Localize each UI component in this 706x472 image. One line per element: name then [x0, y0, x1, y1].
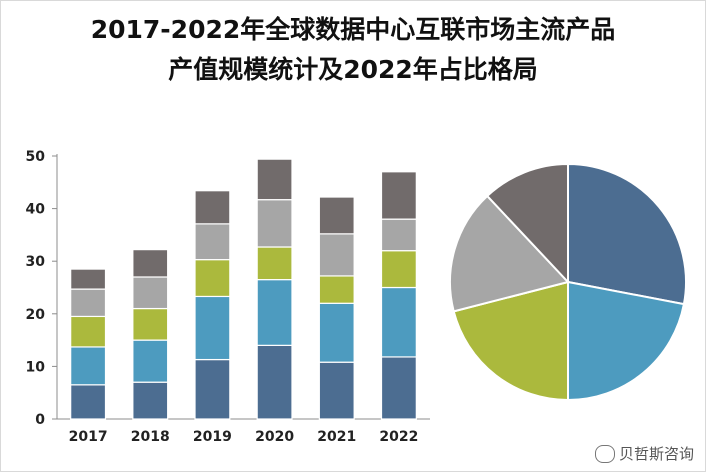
y-tick-label: 20 [26, 307, 46, 323]
bar-segment-2021-s3 [318, 275, 355, 304]
y-tick-label: 40 [26, 202, 46, 218]
y-tick-label: 0 [35, 412, 45, 428]
bar-segment-2022-s3 [380, 250, 417, 289]
bar-segment-2022-s2 [380, 286, 417, 358]
x-tick-label: 2017 [69, 429, 108, 445]
y-tick-label: 50 [26, 149, 46, 165]
bar-segment-2021-s4 [318, 233, 355, 277]
bar-segment-2020-s3 [256, 246, 293, 281]
bar-segment-2022-s4 [380, 218, 417, 252]
bar-segment-2022-s1 [380, 356, 417, 420]
bar-segment-2019-s1 [194, 358, 231, 420]
pie-slice-4 [449, 194, 570, 313]
chart-title: 2017-2022年全球数据中心互联市场主流产品 产值规模统计及2022年占比格… [0, 10, 706, 90]
bar-segment-2018-s4 [132, 276, 169, 310]
bar-segment-2018-s5 [132, 249, 169, 278]
pie-slice-2 [567, 280, 686, 402]
bar-segment-2018-s2 [132, 339, 169, 383]
bar-segment-2019-s5 [194, 190, 231, 225]
bar-segment-2019-s3 [194, 259, 231, 298]
pie-slice-3 [452, 280, 569, 402]
bar-segment-2022-s5 [380, 171, 417, 220]
bar-segment-2018-s3 [132, 307, 169, 341]
bar-segment-2017-s5 [70, 268, 107, 290]
weibo-logo-icon [594, 444, 615, 463]
bar-segment-2019-s2 [194, 295, 231, 361]
bar-segment-2020-s4 [256, 199, 293, 248]
bar-segment-2019-s4 [194, 223, 231, 261]
y-tick-label: 30 [26, 254, 46, 270]
x-tick-label: 2021 [317, 429, 356, 445]
y-tick-label: 10 [26, 359, 46, 375]
bar-segment-2017-s1 [70, 384, 107, 420]
x-tick-label: 2022 [379, 429, 418, 445]
x-tick-label: 2020 [255, 429, 294, 445]
bar-segment-2017-s2 [70, 346, 107, 386]
pie-slice-5 [485, 162, 569, 285]
chart-title-line2: 产值规模统计及2022年占比格局 [168, 55, 538, 84]
x-tick-label: 2019 [193, 429, 232, 445]
watermark-text: 贝哲斯咨询 [618, 445, 694, 463]
bar-segment-2021-s5 [318, 196, 355, 235]
chart-title-line1: 2017-2022年全球数据中心互联市场主流产品 [90, 15, 616, 44]
bar-segment-2021-s1 [318, 361, 355, 420]
bar-segment-2017-s4 [70, 288, 107, 318]
bar-segment-2018-s1 [132, 381, 169, 420]
bar-segment-2020-s5 [256, 158, 293, 201]
bar-segment-2017-s3 [70, 315, 107, 348]
watermark: 贝哲斯咨询 [594, 443, 694, 464]
bar-segment-2021-s2 [318, 302, 355, 363]
bar-segment-2020-s2 [256, 279, 293, 346]
x-tick-label: 2018 [131, 429, 170, 445]
pie-slice-1 [567, 162, 687, 306]
bar-segment-2020-s1 [256, 344, 293, 420]
